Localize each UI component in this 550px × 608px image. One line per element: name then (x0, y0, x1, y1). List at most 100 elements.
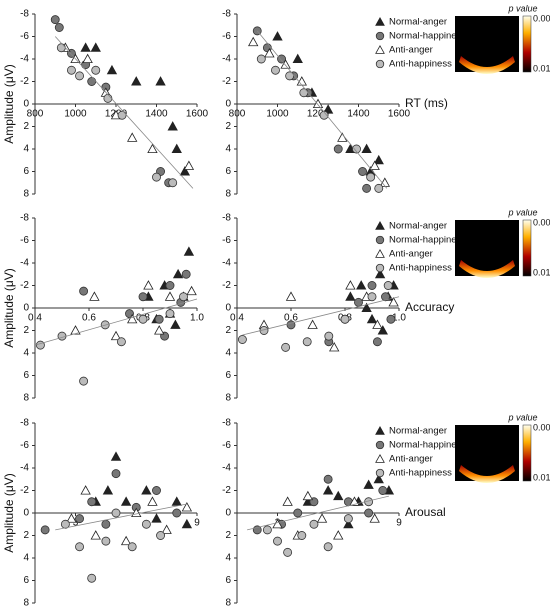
point (143, 280, 154, 290)
point (237, 335, 247, 344)
colorbar (522, 424, 532, 482)
y-tick-label: 4 (23, 348, 29, 359)
y-axis-label: Amplitude (μV) (2, 64, 16, 144)
y-tick-label: -2 (222, 485, 231, 496)
point (363, 479, 374, 489)
point (54, 23, 64, 32)
x-axis-label: RT (ms) (405, 96, 448, 110)
legend-label: Anti-anger (389, 454, 433, 465)
y-tick-label: 2 (23, 325, 29, 336)
point (57, 331, 67, 341)
x-tick-label: 800 (27, 109, 44, 120)
point (79, 376, 89, 386)
point (309, 519, 319, 529)
point (373, 154, 384, 165)
point (297, 531, 307, 540)
point (372, 337, 382, 347)
colorbar-tick-label: 0.01 (533, 63, 550, 73)
point (367, 292, 377, 302)
legend-label: Normal-happiness (389, 31, 466, 42)
point (272, 518, 283, 529)
point (271, 65, 280, 75)
point (101, 519, 111, 529)
legend-marker (375, 248, 385, 258)
point (367, 281, 377, 290)
point (141, 485, 152, 495)
y-tick-label: 6 (23, 370, 29, 381)
y-axis-label: Amplitude (μV) (2, 268, 16, 348)
point (381, 292, 390, 302)
point (82, 53, 93, 63)
point (164, 291, 176, 301)
point (307, 319, 318, 329)
x-tick-label: 1400 (347, 109, 370, 120)
legend-label: Normal-anger (389, 426, 447, 437)
point (285, 71, 295, 81)
legend-label: Normal-anger (389, 17, 447, 28)
y-tick-label: -2 (20, 280, 29, 291)
legend-marker (375, 468, 385, 478)
y-tick-label: 2 (23, 121, 29, 132)
point (87, 77, 97, 86)
x-tick-label: 9 (194, 518, 200, 529)
point (366, 172, 376, 182)
colorbar-label: p value (507, 3, 537, 13)
y-tick-label: 4 (23, 553, 29, 564)
point (283, 547, 293, 557)
point (89, 291, 100, 301)
legend-marker (375, 31, 385, 41)
y-tick-label: 4 (225, 144, 231, 155)
point (378, 486, 388, 495)
point (161, 524, 172, 534)
point (256, 54, 266, 64)
colorbar (522, 15, 532, 73)
y-tick-label: 4 (225, 553, 231, 564)
point (179, 292, 188, 302)
fit-line (34, 298, 198, 346)
point (358, 167, 368, 176)
point (323, 542, 333, 552)
point (377, 325, 388, 335)
point (75, 542, 85, 552)
x-tick-label: 0.6 (82, 313, 96, 324)
point (183, 160, 195, 170)
y-tick-label: -2 (222, 76, 231, 87)
y-tick-label: 0 (225, 508, 231, 519)
point (110, 330, 122, 341)
y-tick-label: -4 (20, 463, 29, 474)
y-tick-label: 6 (225, 370, 231, 381)
y-tick-label: 0 (23, 99, 29, 110)
point (374, 268, 386, 279)
x-tick-label: 1.0 (190, 313, 204, 324)
point (80, 485, 91, 495)
heatmap-spot (459, 260, 515, 278)
legend-label: Anti-anger (389, 249, 433, 260)
legend-marker (375, 425, 385, 435)
y-tick-label: 0 (225, 99, 231, 110)
fit-line (242, 296, 400, 336)
point (151, 513, 162, 523)
point (171, 496, 182, 506)
legend-label: Anti-happiness (389, 59, 452, 70)
point (369, 513, 380, 523)
point (362, 183, 372, 193)
point (373, 473, 384, 484)
legend-marker (375, 44, 385, 54)
point (90, 530, 101, 540)
point (282, 496, 293, 506)
point (361, 143, 372, 153)
y-tick-label: 0 (225, 303, 231, 314)
y-tick-label: -6 (20, 440, 29, 451)
point (386, 314, 396, 324)
point (280, 59, 291, 69)
y-tick-label: -8 (20, 418, 29, 429)
y-tick-label: 2 (225, 121, 231, 132)
y-tick-label: -6 (222, 31, 231, 42)
legend-marker (375, 263, 385, 273)
x-tick-label: 1200 (307, 109, 330, 120)
y-tick-label: 2 (225, 325, 231, 336)
point (147, 143, 158, 153)
point (116, 337, 126, 347)
y-tick-label: 8 (23, 393, 29, 404)
point (127, 313, 138, 324)
